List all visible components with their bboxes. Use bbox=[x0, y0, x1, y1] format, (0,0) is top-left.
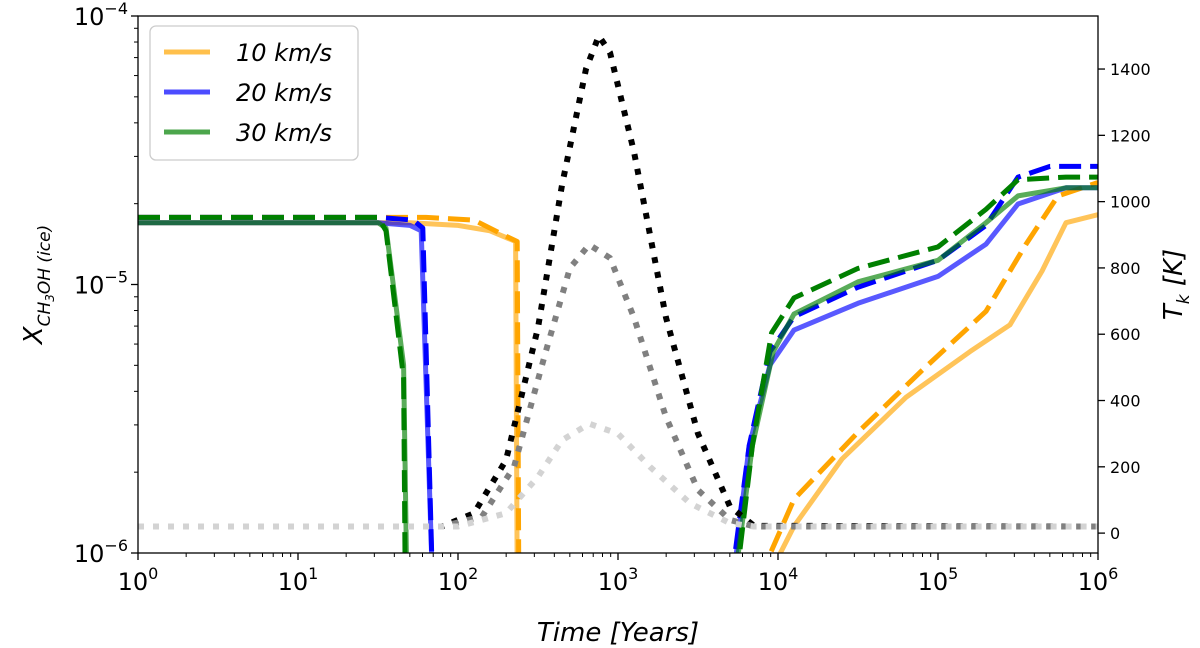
series-line-30-km-s-ice-dashed bbox=[138, 214, 408, 553]
series-line-10-km-s-ice-solid bbox=[138, 220, 520, 553]
legend-label: 20 km/s bbox=[236, 79, 332, 107]
series-line-30-km-s-reform-solid bbox=[735, 185, 1098, 553]
x-tick-label: 100 bbox=[118, 564, 159, 596]
series-line-10-km-s-reform-dashed bbox=[767, 180, 1098, 553]
x-axis-label: Time [Years] bbox=[537, 618, 699, 648]
series-line-20-km-s-reform-solid bbox=[733, 185, 1098, 553]
y2-tick-label: 1200 bbox=[1110, 126, 1151, 145]
y2-tick-label: 800 bbox=[1110, 259, 1141, 278]
x-tick-label: 103 bbox=[598, 564, 639, 596]
series-line-10-km-s-ice-dashed bbox=[138, 214, 522, 553]
series-line-t-k-20-km-s bbox=[138, 241, 1098, 530]
legend-item-20-km-s: 20 km/s bbox=[164, 79, 332, 107]
y2-tick-label: 400 bbox=[1110, 392, 1141, 411]
series-line-10-km-s-reform-solid bbox=[777, 212, 1098, 553]
axes-layer: 100 101 102 103 104 105 106 10−6 10−5 10−4 0 200 400… bbox=[19, 0, 1194, 648]
legend-label: 30 km/s bbox=[236, 119, 332, 147]
x-tick-label: 104 bbox=[758, 564, 799, 596]
y2-tick-label: 200 bbox=[1110, 458, 1141, 477]
series-line-20-km-s-reform-dashed bbox=[732, 163, 1098, 553]
y2-tick-label: 1400 bbox=[1110, 60, 1151, 79]
legend-item-10-km-s: 10 km/s bbox=[164, 39, 332, 67]
y-tick-label: 10−6 bbox=[74, 536, 128, 568]
y2-axis-label: Tk [K] bbox=[1159, 249, 1194, 320]
series-layer bbox=[138, 32, 1098, 553]
y2-tick-label: 600 bbox=[1110, 325, 1141, 344]
y-axis-label: XCH3OH (ice) bbox=[19, 225, 57, 346]
x-tick-label: 105 bbox=[918, 564, 959, 596]
y2-tick-label: 0 bbox=[1110, 524, 1120, 543]
x-tick-label: 106 bbox=[1078, 564, 1119, 596]
series-line-30-km-s-reform-dashed bbox=[737, 174, 1098, 553]
x-tick-label: 101 bbox=[278, 564, 319, 596]
legend: 10 km/s 20 km/s 30 km/s bbox=[149, 25, 359, 161]
y-tick-label: 10−4 bbox=[74, 0, 128, 31]
y-tick-label: 10−5 bbox=[74, 268, 128, 300]
legend-box bbox=[149, 25, 359, 161]
series-line-t-k-10-km-s bbox=[138, 420, 1098, 530]
x-tick-label: 102 bbox=[438, 564, 479, 596]
y2-tick-label: 1000 bbox=[1110, 193, 1151, 212]
legend-label: 10 km/s bbox=[236, 39, 332, 67]
series-line-20-km-s-ice-solid bbox=[138, 220, 435, 553]
legend-item-30-km-s: 30 km/s bbox=[164, 119, 332, 147]
series-line-20-km-s-ice-dashed bbox=[138, 214, 435, 553]
